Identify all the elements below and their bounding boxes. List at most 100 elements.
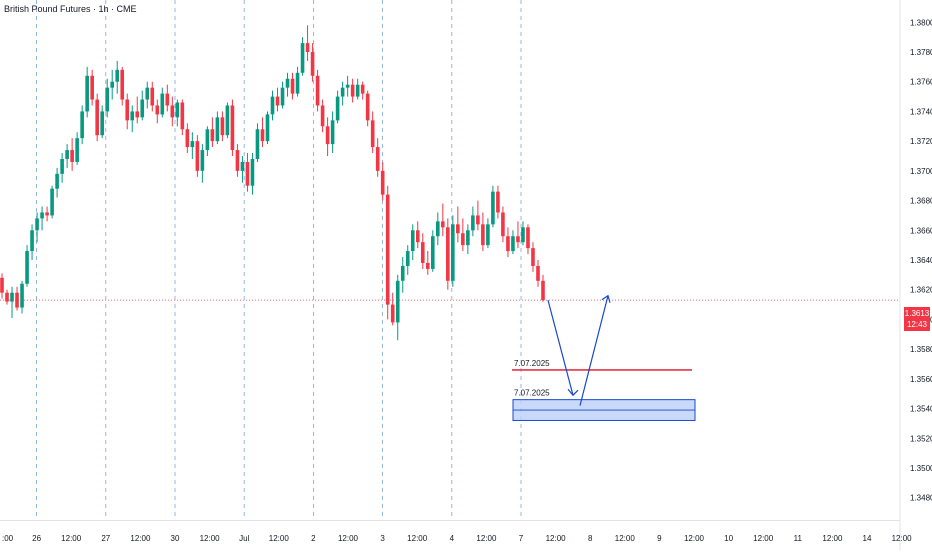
- candle-body: [40, 212, 44, 219]
- candle-body: [425, 262, 430, 269]
- candle-body: [436, 221, 440, 237]
- time-tick-label: 12:00: [684, 534, 705, 543]
- candle-body: [50, 188, 54, 216]
- candle-body: [75, 138, 79, 162]
- candle-body: [375, 147, 380, 171]
- candle-body: [385, 194, 390, 305]
- time-tick-label: 12:00: [61, 534, 82, 543]
- candle-body: [365, 93, 370, 121]
- candle-body: [10, 292, 14, 302]
- price-tick-label: 1.3680: [910, 197, 932, 206]
- candle-body: [250, 158, 255, 186]
- candle-body: [130, 111, 135, 121]
- projection-down-arrow: [547, 299, 574, 396]
- candle-body: [265, 114, 270, 142]
- candle-body: [390, 304, 395, 323]
- candle-body: [270, 96, 275, 115]
- candle-body: [516, 236, 520, 243]
- candle-body: [275, 96, 280, 106]
- time-tick-label: 12:00: [200, 534, 221, 543]
- candle-body: [481, 224, 485, 246]
- time-tick-label: 12:00: [338, 534, 359, 543]
- time-tick-label: 10: [724, 534, 733, 543]
- price-tick-label: 1.3660: [910, 226, 932, 235]
- candle-body: [330, 120, 335, 145]
- candle-body: [70, 150, 74, 162]
- time-tick-label: 12:00: [892, 534, 913, 543]
- candle-body: [506, 236, 510, 252]
- time-tick-label: 4: [450, 534, 455, 543]
- projection-up-arrow: [579, 295, 609, 406]
- candle-body: [430, 236, 435, 269]
- time-tick-label: 14: [863, 534, 872, 543]
- time-tick-label: Jul: [239, 534, 249, 543]
- candle-body: [541, 280, 545, 301]
- time-tick-label: 12:00: [476, 534, 497, 543]
- candle-body: [155, 105, 160, 115]
- candle-body: [100, 111, 104, 136]
- price-tick-label: 1.3800: [910, 18, 932, 27]
- time-tick-label: 7: [519, 534, 524, 543]
- candle-body: [325, 126, 330, 145]
- candle-body: [110, 81, 115, 88]
- price-tick-label: 1.3580: [910, 345, 932, 354]
- candle-body: [461, 233, 465, 246]
- candle-body: [170, 105, 175, 118]
- candle-body: [125, 99, 130, 121]
- candle-body: [350, 84, 355, 97]
- candle-body: [90, 75, 94, 100]
- price-tick-label: 1.3780: [910, 48, 932, 57]
- time-tick-label: 9: [657, 534, 662, 543]
- candle-body: [240, 161, 245, 171]
- candle-body: [95, 99, 99, 136]
- candle-body: [511, 236, 515, 252]
- time-tick-label: 12:00: [546, 534, 567, 543]
- candle-body: [215, 117, 220, 142]
- candle-body: [521, 227, 525, 243]
- candle-body: [310, 52, 315, 76]
- candle-body: [295, 72, 300, 94]
- candle-body: [0, 277, 4, 293]
- candle-body: [140, 99, 145, 118]
- price-tick-label: 1.3520: [910, 434, 932, 443]
- time-tick-label: 12:00: [269, 534, 290, 543]
- last-price-tag: 1.3613 12:43: [904, 307, 930, 331]
- candle-body: [160, 93, 165, 115]
- candle-body: [400, 265, 405, 281]
- last-price-value: 1.3613: [904, 309, 930, 318]
- candle-body: [195, 141, 200, 171]
- projection-down-arrowhead: [567, 388, 579, 397]
- candle-body: [120, 69, 125, 100]
- price-tick-label: 1.3640: [910, 256, 932, 265]
- time-tick-label: 12:00: [753, 534, 774, 543]
- candle-body: [55, 173, 59, 189]
- candle-body: [205, 129, 210, 151]
- candle-body: [446, 227, 450, 281]
- candle-body: [526, 227, 530, 249]
- candle-body: [115, 69, 120, 82]
- candle-body: [20, 283, 24, 308]
- candle-body: [15, 292, 19, 308]
- candle-body: [235, 150, 240, 171]
- candle-body: [290, 78, 295, 94]
- candle-body: [185, 129, 190, 148]
- candle-body: [135, 111, 140, 118]
- candle-body: [260, 129, 265, 142]
- candle-body: [340, 87, 345, 97]
- candle-body: [405, 251, 410, 266]
- price-tick-label: 1.3480: [910, 494, 932, 503]
- drawings-layer[interactable]: 7.07.2025 7.07.2025: [512, 294, 696, 421]
- price-tick-label: 1.3700: [910, 167, 932, 176]
- projection-up-arrowhead: [601, 294, 611, 303]
- candle-body: [471, 215, 475, 231]
- candle-body: [175, 102, 180, 118]
- chart-title: British Pound Futures · 1h · CME: [4, 4, 137, 14]
- candle-body: [245, 161, 250, 186]
- level-line-label: 7.07.2025: [514, 359, 550, 368]
- candle-body: [65, 150, 69, 159]
- candle-body: [420, 242, 425, 263]
